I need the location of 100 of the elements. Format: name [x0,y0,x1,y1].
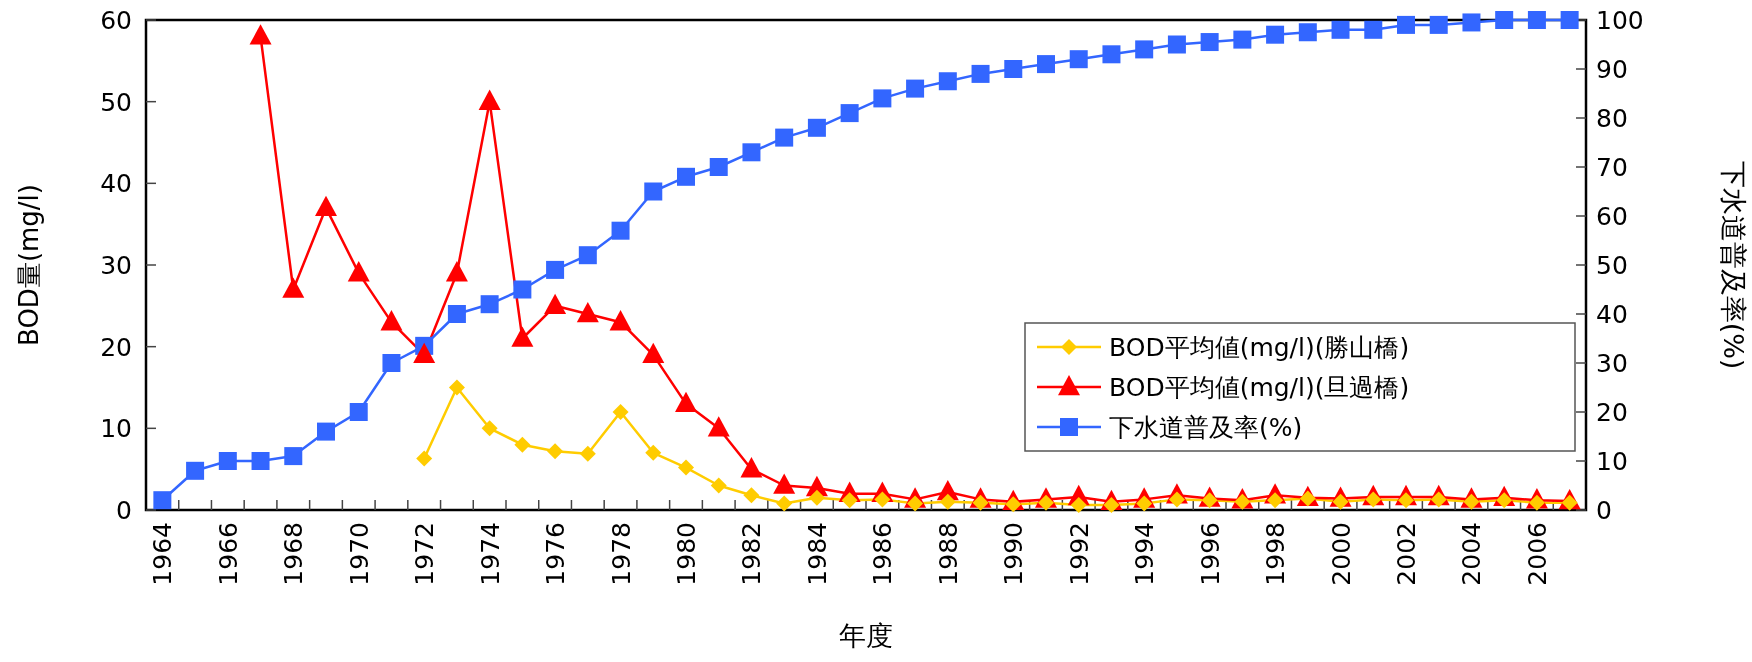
point [347,261,370,282]
point [317,422,335,441]
point [775,128,794,147]
point [1135,40,1154,59]
point [448,379,465,396]
x-tick-label: 1994 [1130,522,1160,586]
point [1560,11,1579,29]
point [284,447,303,466]
point [249,24,272,45]
point [808,489,825,506]
point [644,182,663,201]
y2-tick-label: 10 [1596,447,1628,476]
x-tick-label: 1992 [1064,522,1094,586]
point [349,403,368,421]
point [546,260,565,279]
point [447,305,466,323]
point [938,72,957,91]
x-tick-label: 1970 [344,522,374,586]
x-tick-label: 1990 [999,522,1029,586]
y-tick-label: 50 [100,87,132,117]
y2-tick-label: 90 [1596,55,1628,84]
y2-tick-label: 0 [1596,496,1612,525]
point [707,416,730,437]
point [677,167,695,186]
y-tick-label: 10 [100,414,132,444]
x-tick-label: 1998 [1261,522,1291,586]
point [186,461,205,480]
point [709,158,728,176]
y2-tick-label: 50 [1596,251,1628,280]
y2-tick-label: 20 [1596,398,1628,427]
y-tick-label: 60 [100,6,132,35]
point [578,246,597,265]
point [609,310,632,331]
point [1069,50,1088,69]
y-tick-label: 0 [116,496,132,525]
point [1200,33,1219,52]
point [645,444,662,461]
point [315,195,337,217]
point [776,495,793,512]
x-tick-label: 1984 [802,522,832,586]
point [971,64,990,83]
point [773,473,796,494]
point [841,492,858,509]
point [873,89,892,108]
x-tick-label: 1980 [672,522,701,586]
point [1527,11,1546,29]
point [1266,25,1285,44]
point [576,301,599,323]
y2-tick-label: 40 [1596,300,1628,329]
point [1004,60,1023,78]
point [481,420,498,437]
point [1397,15,1415,34]
x-tick-label: 2000 [1326,522,1356,586]
x-tick-label: 1966 [213,522,243,586]
y2-tick-label: 70 [1596,153,1628,182]
point [480,295,499,314]
y-tick-label: 40 [100,169,132,199]
x-tick-label: 1988 [933,522,963,586]
point [678,459,694,476]
legend-label: BOD平均値(mg/l)(勝山橋) [1109,333,1410,362]
point [1167,35,1186,54]
point [939,493,956,510]
point [1364,20,1383,39]
x-tick-label: 2006 [1522,522,1552,586]
point [742,143,761,162]
x-tick-label: 1976 [541,522,571,586]
point [1233,30,1252,49]
point [840,104,859,123]
point [1429,15,1448,34]
point [807,118,826,137]
x-tick-label: 1978 [606,522,636,586]
point [514,436,531,453]
point [1462,13,1481,32]
y-axis-title: BOD量(mg/l) [14,184,44,346]
x-tick-label: 1964 [148,522,178,586]
point [513,280,532,299]
point [282,277,305,298]
point [382,354,401,372]
x-tick-label: 1986 [868,522,898,586]
point [743,487,760,504]
point [380,310,403,331]
x-axis-title: 年度 [839,620,893,651]
y2-tick-label: 60 [1596,202,1628,231]
point [740,457,763,478]
point [218,452,237,470]
point [1331,20,1350,39]
point [1495,11,1514,29]
x-tick-label: 1974 [475,522,505,586]
point [611,221,630,240]
y-tick-label: 30 [100,251,132,280]
point [612,404,629,420]
x-tick-label: 1968 [279,522,309,586]
point [906,79,925,98]
point [1037,55,1055,74]
point [1298,23,1317,42]
legend-label: 下水道普及率(%) [1109,413,1303,442]
point [1070,497,1087,514]
x-tick-label: 2004 [1457,522,1487,586]
y2-tick-label: 80 [1596,104,1628,133]
x-tick-label: 2002 [1392,522,1421,586]
